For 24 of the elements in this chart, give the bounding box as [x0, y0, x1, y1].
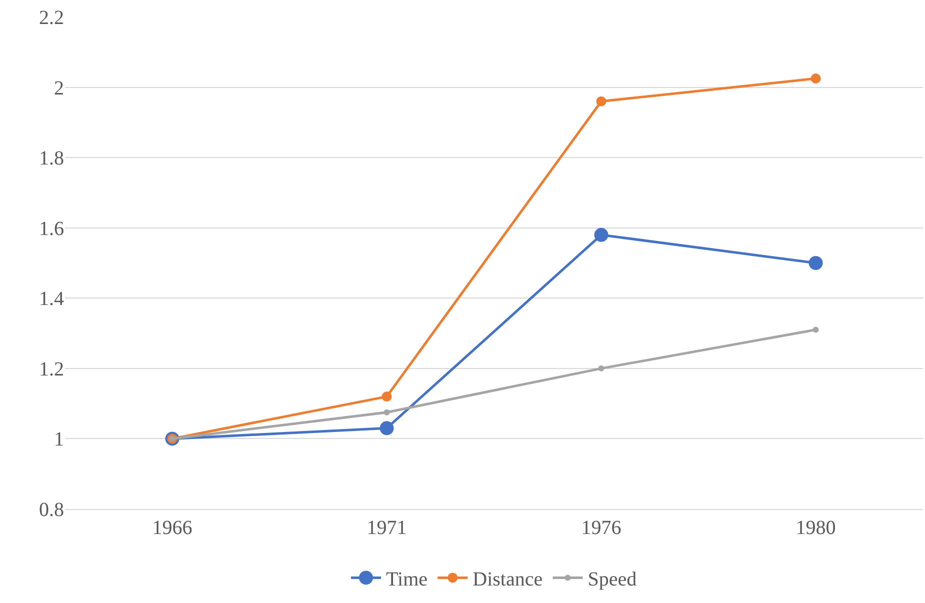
y-tick-label: 0.8 [39, 499, 64, 521]
y-tick-label: 1 [54, 428, 64, 451]
legend-label: Speed [588, 568, 637, 590]
point [596, 96, 606, 106]
y-tick-label: 1.4 [39, 288, 64, 310]
y-tick-label: 2.2 [39, 7, 64, 29]
point [384, 409, 390, 416]
y-tick-label: 1.2 [39, 358, 64, 380]
point [808, 256, 823, 270]
x-tick-label: 1971 [366, 517, 407, 539]
legend-label: Time [386, 568, 428, 590]
x-tick-label: 1980 [796, 517, 836, 539]
point [598, 365, 604, 372]
point [594, 228, 608, 242]
y-tick-label: 1.8 [39, 148, 64, 170]
point [810, 74, 821, 84]
x-tick-label: 1966 [152, 517, 192, 539]
point [380, 421, 394, 436]
y-tick-label: 2 [54, 77, 64, 100]
point [812, 326, 819, 333]
y-tick-label: 1.6 [39, 218, 64, 240]
legend-label: Distance [472, 568, 543, 590]
x-tick-label: 1976 [581, 517, 622, 539]
point [382, 392, 392, 402]
